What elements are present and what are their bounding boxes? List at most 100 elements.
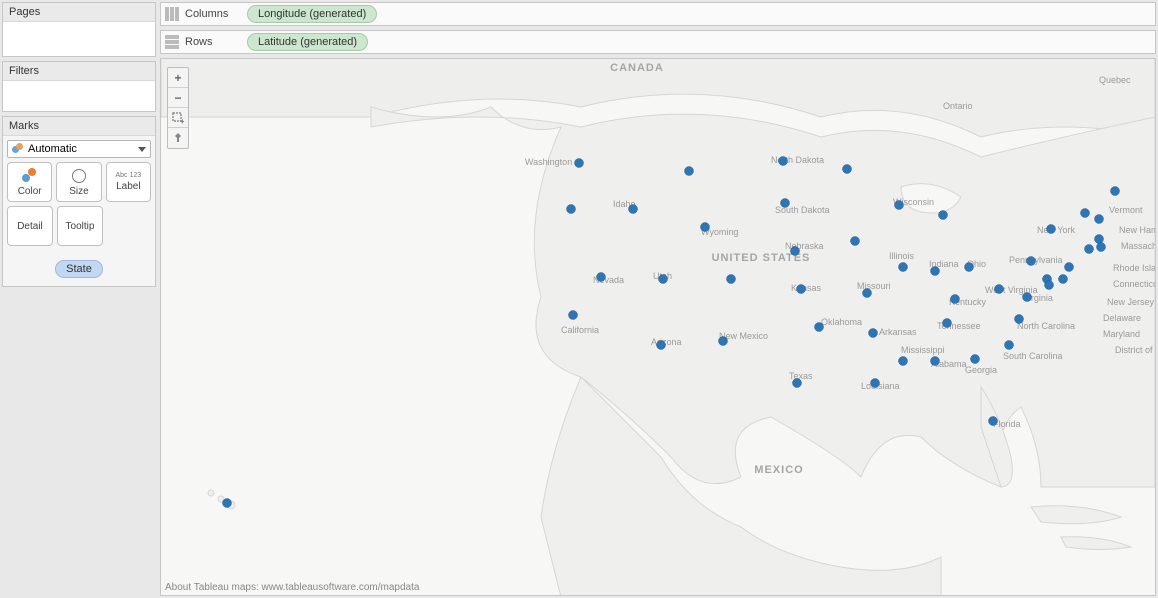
region-label: New York	[1037, 225, 1076, 235]
map-marker[interactable]	[951, 295, 960, 304]
map-marker[interactable]	[701, 223, 710, 232]
mark-type-dropdown[interactable]: Automatic	[7, 140, 151, 158]
pages-shelf[interactable]: Pages	[2, 2, 156, 57]
map-marker[interactable]	[931, 267, 940, 276]
size-button[interactable]: Size	[56, 162, 101, 202]
map-marker[interactable]	[1047, 225, 1056, 234]
region-label: Arkansas	[879, 327, 917, 337]
map-marker[interactable]	[719, 337, 728, 346]
map-marker[interactable]	[943, 319, 952, 328]
left-sidebar: Pages Filters Marks Automatic Color Size	[0, 0, 158, 598]
map-marker[interactable]	[1059, 275, 1068, 284]
map-marker[interactable]	[899, 357, 908, 366]
marks-label: Marks	[3, 117, 155, 136]
rows-field-pill[interactable]: Latitude (generated)	[247, 33, 368, 51]
region-label: Quebec	[1099, 75, 1131, 85]
zoom-out-button[interactable]: −	[168, 88, 188, 108]
map-marker[interactable]	[781, 199, 790, 208]
map-marker[interactable]	[629, 205, 638, 214]
region-label: Texas	[789, 371, 813, 381]
svg-text:+: +	[180, 117, 184, 124]
country-label: CANADA	[610, 62, 664, 74]
pages-body[interactable]	[3, 22, 155, 56]
map-marker[interactable]	[1005, 341, 1014, 350]
zoom-in-button[interactable]: +	[168, 68, 188, 88]
map-marker[interactable]	[1015, 315, 1024, 324]
region-label: Kansas	[791, 283, 822, 293]
label-icon: Abc 123	[107, 172, 150, 179]
map-marker[interactable]	[931, 357, 940, 366]
map-marker[interactable]	[939, 211, 948, 220]
color-button[interactable]: Color	[7, 162, 52, 202]
map-marker[interactable]	[685, 167, 694, 176]
map-marker[interactable]	[989, 417, 998, 426]
region-label: New Jersey	[1107, 297, 1155, 307]
mark-type-value: Automatic	[28, 143, 77, 155]
map-marker[interactable]	[727, 275, 736, 284]
map-marker[interactable]	[793, 379, 802, 388]
columns-field-pill[interactable]: Longitude (generated)	[247, 5, 377, 23]
map-viz[interactable]: CANADAUNITED STATESMEXICO OntarioQuebecW…	[160, 58, 1156, 596]
region-label: Oklahoma	[821, 317, 862, 327]
map-marker[interactable]	[1023, 293, 1032, 302]
map-marker[interactable]	[1027, 257, 1036, 266]
detail-button[interactable]: Detail	[7, 206, 53, 246]
map-marker[interactable]	[871, 379, 880, 388]
columns-shelf[interactable]: Columns Longitude (generated)	[160, 2, 1156, 26]
region-label: Missouri	[857, 281, 891, 291]
map-marker[interactable]	[575, 159, 584, 168]
map-marker[interactable]	[1085, 245, 1094, 254]
region-label: Ontario	[943, 101, 973, 111]
map-marker[interactable]	[797, 285, 806, 294]
map-marker[interactable]	[567, 205, 576, 214]
map-marker[interactable]	[657, 341, 666, 350]
map-marker[interactable]	[1111, 187, 1120, 196]
map-marker[interactable]	[1095, 235, 1104, 244]
state-pill[interactable]: State	[55, 260, 103, 278]
marks-detail-shelf[interactable]: State	[7, 250, 151, 282]
map-marker[interactable]	[971, 355, 980, 364]
map-marker[interactable]	[995, 285, 1004, 294]
map-marker[interactable]	[1065, 263, 1074, 272]
label-button[interactable]: Abc 123 Label	[106, 162, 151, 202]
rows-shelf[interactable]: Rows Latitude (generated)	[160, 30, 1156, 54]
rows-icon	[165, 35, 179, 49]
map-marker[interactable]	[869, 329, 878, 338]
map-marker[interactable]	[895, 201, 904, 210]
map-marker[interactable]	[779, 157, 788, 166]
map-toolbar: + − +	[167, 67, 189, 149]
rows-label: Rows	[185, 36, 241, 48]
map-attribution: About Tableau maps: www.tableausoftware.…	[165, 582, 419, 593]
filters-body[interactable]	[3, 81, 155, 111]
chevron-down-icon	[138, 147, 146, 152]
map-marker[interactable]	[851, 237, 860, 246]
pin-icon	[172, 132, 184, 144]
region-label: Vermont	[1109, 205, 1143, 215]
filters-shelf[interactable]: Filters	[2, 61, 156, 112]
map-marker[interactable]	[791, 247, 800, 256]
map-marker[interactable]	[223, 499, 232, 508]
region-label: Arizona	[651, 337, 682, 347]
map-marker[interactable]	[1081, 209, 1090, 218]
map-marker[interactable]	[569, 311, 578, 320]
region-label: New Hampshire	[1119, 225, 1155, 235]
map-marker[interactable]	[659, 275, 668, 284]
map-marker[interactable]	[815, 323, 824, 332]
map-marker[interactable]	[843, 165, 852, 174]
map-marker[interactable]	[597, 273, 606, 282]
map-canvas[interactable]: CANADAUNITED STATESMEXICO OntarioQuebecW…	[161, 59, 1155, 595]
tooltip-button[interactable]: Tooltip	[57, 206, 103, 246]
map-marker[interactable]	[1095, 215, 1104, 224]
map-marker[interactable]	[965, 263, 974, 272]
region-label: District of Columbia	[1115, 345, 1155, 355]
shape-icon	[12, 143, 24, 155]
zoom-area-icon: +	[172, 112, 184, 124]
map-marker[interactable]	[1097, 243, 1106, 252]
map-marker[interactable]	[899, 263, 908, 272]
pin-button[interactable]	[168, 128, 188, 148]
region-label: Georgia	[965, 365, 997, 375]
size-icon	[71, 168, 87, 184]
map-marker[interactable]	[1045, 281, 1054, 290]
zoom-area-button[interactable]: +	[168, 108, 188, 128]
map-marker[interactable]	[863, 289, 872, 298]
